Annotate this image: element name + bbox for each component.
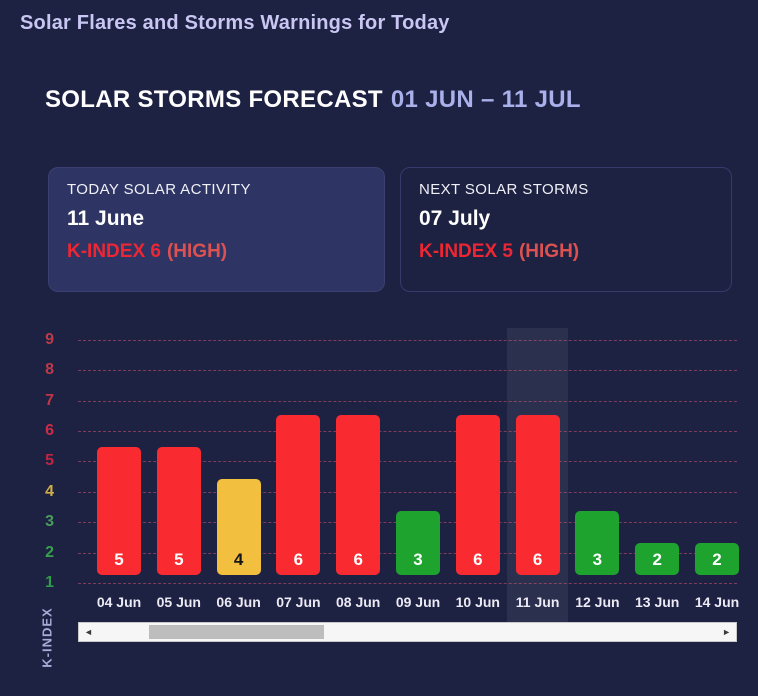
gridline-4	[78, 491, 737, 493]
gridline-8	[78, 370, 737, 372]
x-tick-label-06-jun: 06 Jun	[216, 594, 261, 610]
y-tick-2: 2	[45, 543, 54, 561]
x-tick-label-09-jun: 09 Jun	[395, 594, 441, 610]
x-tick-label-14-jun: 14 Jun	[694, 594, 740, 610]
kindex-bar-chart: K-INDEX 1 2 3 4 5 6 7 8 9 5 04 Jun 5 05 Jun 4 06 Jun 6 0…	[0, 310, 741, 696]
y-tick-6: 6	[45, 422, 54, 439]
x-tick-label-13-jun: 13 Jun	[635, 594, 680, 610]
summary-cards: TODAY SOLAR ACTIVITY 11 June K-INDEX 6 (H…	[48, 167, 732, 292]
chart-bar-08-jun[interactable]: 6	[336, 415, 381, 575]
gridline-7	[78, 400, 737, 402]
bar-value-label: 5	[114, 550, 124, 569]
gridline-6	[78, 431, 737, 432]
chart-bar-13-jun[interactable]: 2	[635, 543, 680, 575]
card-kindex-line: K-INDEX 5 (HIGH)	[419, 241, 713, 263]
chart-bar-07-jun[interactable]: 6	[276, 415, 321, 575]
bar-value-label: 4	[233, 550, 244, 569]
chart-bar-12-jun[interactable]: 3	[575, 511, 620, 575]
chart-scrollbar[interactable]: ◄ ►	[78, 622, 737, 642]
scrollbar-left-arrow[interactable]: ◄	[84, 627, 93, 637]
bar-value-label: 3	[592, 550, 603, 569]
gridline-1	[78, 583, 737, 584]
bar-value-label: 6	[532, 550, 543, 569]
scrollbar-thumb[interactable]	[149, 625, 324, 639]
y-tick-9: 9	[45, 330, 54, 348]
scrollbar-right-arrow[interactable]: ►	[722, 627, 731, 637]
bar-value-label: 6	[353, 550, 363, 569]
kindex-level-badge: (HIGH)	[166, 241, 228, 262]
chart-bar-06-jun[interactable]: 4	[216, 479, 261, 575]
app-header: Solar Flares and Storms Warnings for Tod…	[20, 12, 450, 35]
chart-bar-05-jun[interactable]: 5	[156, 447, 201, 575]
today-solar-activity-card: TODAY SOLAR ACTIVITY 11 June K-INDEX 6 (H…	[48, 167, 385, 292]
y-tick-7: 7	[45, 391, 54, 409]
card-date: 07 July	[419, 207, 491, 230]
card-date: 11 June	[67, 207, 145, 230]
x-tick-label-12-jun: 12 Jun	[575, 594, 620, 610]
next-solar-storms-card: NEXT SOLAR STORMS 07 July K-INDEX 5 (HIGH…	[400, 167, 732, 292]
forecast-date-range: 01 JUN – 11 JUL	[390, 86, 581, 113]
x-tick-label-10-jun: 10 Jun	[455, 594, 500, 610]
y-axis-label: K-INDEX	[39, 607, 55, 668]
card-label: TODAY SOLAR ACTIVITY	[67, 181, 251, 198]
chart-bar-14-jun[interactable]: 2	[695, 543, 739, 575]
kindex-value: K-INDEX 6	[67, 241, 161, 262]
page-title: Solar Flares and Storms Warnings for Tod…	[20, 12, 450, 34]
forecast-heading: SOLAR STORMS FORECAST 01 JUN – 11 JUL	[45, 86, 581, 114]
card-kindex-line: K-INDEX 6 (HIGH)	[67, 241, 366, 263]
gridline-9	[78, 339, 737, 341]
gridline-5	[78, 461, 737, 463]
y-tick-3: 3	[45, 513, 54, 531]
x-tick-label-07-jun: 07 Jun	[276, 594, 321, 610]
bar-value-label: 2	[652, 550, 662, 569]
y-tick-5: 5	[45, 452, 54, 470]
chart-bar-04-jun[interactable]: 5	[97, 447, 141, 575]
bar-value-label: 6	[293, 550, 304, 569]
forecast-heading-text: SOLAR STORMS FORECAST	[45, 86, 383, 113]
chart-bar-11-jun[interactable]: 6	[515, 415, 560, 575]
chart-bar-09-jun[interactable]: 3	[396, 511, 440, 575]
y-tick-4: 4	[45, 482, 54, 500]
y-tick-1: 1	[45, 574, 54, 591]
chart-bar-10-jun[interactable]: 6	[455, 415, 500, 575]
x-tick-label-11-jun: 11 Jun	[515, 594, 560, 610]
bar-value-label: 2	[712, 550, 722, 569]
bar-value-label: 6	[473, 550, 483, 569]
bar-value-label: 5	[174, 550, 184, 569]
x-tick-label-05-jun: 05 Jun	[156, 594, 201, 610]
bar-value-label: 3	[413, 550, 423, 569]
card-label: NEXT SOLAR STORMS	[419, 181, 589, 198]
kindex-value: K-INDEX 5	[419, 241, 513, 262]
kindex-level-badge: (HIGH)	[518, 241, 580, 262]
x-tick-label-04-jun: 04 Jun	[96, 594, 142, 610]
x-tick-label-08-jun: 08 Jun	[336, 594, 381, 610]
y-tick-8: 8	[45, 361, 54, 379]
